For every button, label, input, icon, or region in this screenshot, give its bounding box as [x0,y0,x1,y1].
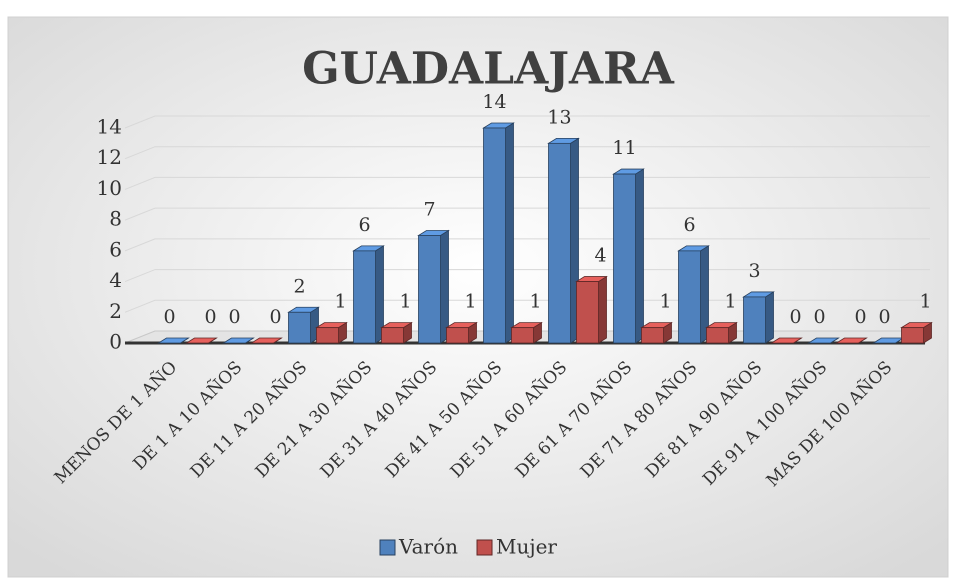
bar [548,142,571,344]
value-label: 14 [482,91,506,113]
value-label: 1 [724,291,736,313]
bar [613,173,636,344]
y-tick-label: 14 [97,115,122,139]
legend-label: Mujer [496,535,557,559]
y-tick-label: 12 [97,145,122,169]
bar [511,327,534,344]
bar-side [598,275,607,344]
bar-top [222,337,255,344]
bar [706,327,729,344]
legend-label: Varón [398,535,458,559]
value-label: 6 [683,214,695,236]
grid-line [124,176,930,190]
grid-line [124,238,930,252]
value-label: 0 [813,306,825,328]
bar [678,250,701,344]
value-label: 11 [612,137,636,159]
value-label: 1 [464,291,476,313]
value-label: 0 [269,306,281,328]
chart-area [7,16,949,578]
chart-title: GUADALAJARA [302,44,675,95]
value-label: 6 [358,214,370,236]
value-label: 1 [919,291,931,313]
bar [316,327,339,344]
bar [381,327,404,344]
bar-top [770,337,803,344]
value-label: 13 [547,106,571,128]
bar-top [835,337,868,344]
bar [446,327,469,344]
grid-line [124,115,930,129]
bar-side [505,122,514,344]
grid-line [124,146,930,160]
y-tick-label: 0 [109,330,122,354]
value-label: 0 [878,306,890,328]
bar-side [635,168,644,344]
y-tick-label: 4 [109,268,122,292]
value-label: 3 [748,260,760,282]
y-tick-label: 2 [109,299,122,323]
bar [288,311,311,344]
bar-top [185,337,218,344]
y-tick-label: 6 [109,237,122,261]
bar [353,250,376,344]
legend-swatch [379,539,396,556]
grid-line [124,207,930,221]
bar [483,127,506,344]
value-label: 0 [204,306,216,328]
bar-top [250,337,283,344]
bar [641,327,664,344]
value-label: 1 [529,291,541,313]
bar-top [157,337,190,344]
value-label: 0 [163,306,175,328]
value-label: 1 [334,291,346,313]
bar [901,327,924,344]
y-tick-label: 10 [97,176,122,200]
grid-line [124,269,930,283]
bar [743,296,766,344]
value-label: 0 [854,306,866,328]
value-label: 2 [293,275,305,297]
value-label: 1 [659,291,671,313]
bar-top [807,337,840,344]
bar-side [765,291,774,344]
bar [418,235,441,344]
value-label: 4 [594,245,606,267]
value-label: 0 [228,306,240,328]
y-tick-label: 8 [109,207,122,231]
grid-line [124,299,930,313]
value-label: 1 [399,291,411,313]
bar-side [440,229,449,344]
legend-swatch [476,539,493,556]
value-label: 0 [789,306,801,328]
bar [576,281,599,344]
value-label: 7 [423,199,435,221]
